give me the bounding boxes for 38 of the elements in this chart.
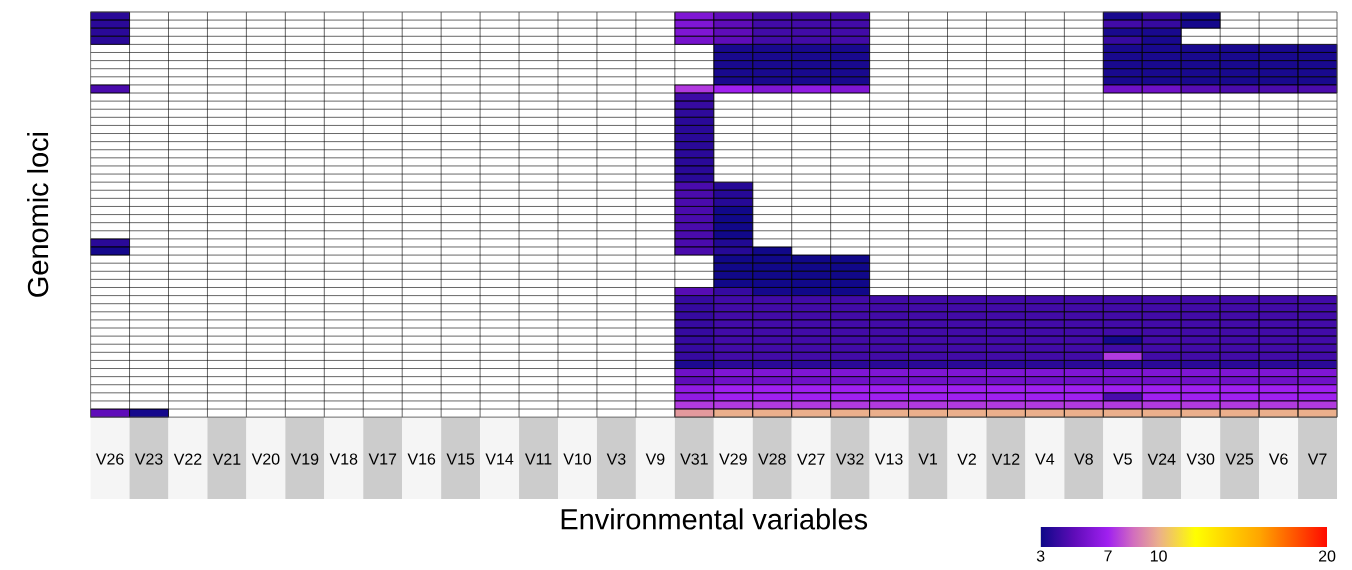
x-tick-label: V29 <box>719 453 747 465</box>
x-tick-label: V23 <box>134 453 163 465</box>
x-tick-label: V17 <box>368 453 397 465</box>
x-tick-label: V6 <box>1268 453 1288 465</box>
x-tick-label: V19 <box>290 453 319 465</box>
x-tick-label: V18 <box>329 453 358 465</box>
color-bar-label: 7 <box>1104 550 1112 562</box>
y-axis-title: Genomic loci <box>27 133 49 297</box>
x-tick-label: V21 <box>212 453 241 465</box>
x-tick-label: V24 <box>1147 453 1176 465</box>
x-tick-label: V32 <box>836 453 864 465</box>
x-tick-label: V14 <box>485 453 514 465</box>
x-tick-label: V20 <box>251 453 280 465</box>
x-tick-label: V11 <box>524 453 552 465</box>
x-tick-label: V31 <box>680 453 708 465</box>
x-tick-label: V27 <box>797 453 825 465</box>
x-tick-label: V22 <box>173 453 202 465</box>
x-tick-label: V28 <box>758 453 786 465</box>
x-tick-label: V13 <box>874 453 903 465</box>
x-axis-title: Environmental variables <box>561 508 868 530</box>
color-bar-label: 3 <box>1036 550 1045 562</box>
x-tick-label: V10 <box>563 453 592 465</box>
color-bar-label: 20 <box>1318 550 1336 562</box>
x-tick-label: V1 <box>918 453 938 465</box>
x-tick-label: V16 <box>407 453 436 465</box>
x-tick-label: V9 <box>645 453 665 465</box>
x-tick-label: V15 <box>446 453 475 465</box>
x-tick-label: V2 <box>957 453 976 465</box>
x-tick-label: V7 <box>1307 453 1327 465</box>
x-tick-label: V4 <box>1035 453 1055 465</box>
x-tick-label: V26 <box>95 453 124 465</box>
x-tick-label: V8 <box>1074 453 1093 465</box>
x-tick-label: V12 <box>991 453 1020 465</box>
x-tick-label: V30 <box>1186 453 1215 465</box>
x-tick-label: V25 <box>1225 453 1254 465</box>
x-tick-label: V5 <box>1113 453 1132 465</box>
x-tick-label: V3 <box>606 453 626 465</box>
color-bar-label: 10 <box>1150 550 1167 562</box>
